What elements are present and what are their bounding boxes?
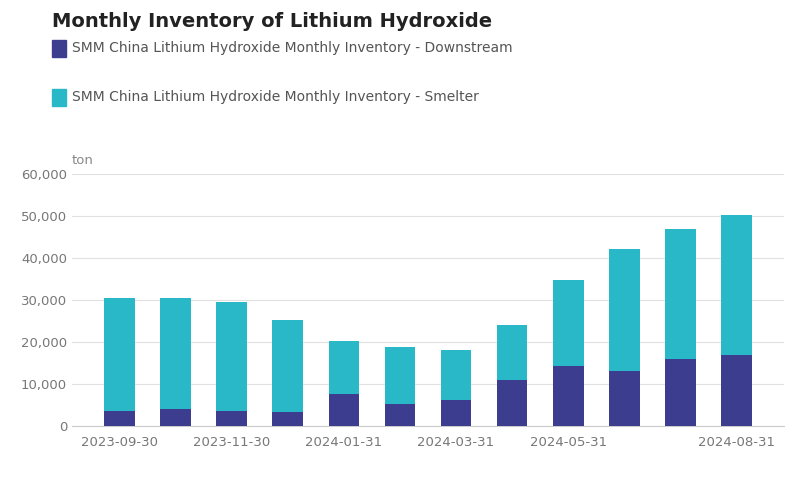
Bar — [665, 359, 695, 426]
Bar — [104, 411, 135, 426]
Bar — [553, 280, 583, 366]
Bar — [385, 347, 415, 404]
Bar — [273, 412, 303, 426]
Bar — [441, 350, 471, 400]
Bar — [104, 298, 135, 411]
Bar — [217, 411, 247, 426]
Text: SMM China Lithium Hydroxide Monthly Inventory - Smelter: SMM China Lithium Hydroxide Monthly Inve… — [72, 90, 479, 104]
Bar — [609, 371, 639, 426]
Bar — [217, 302, 247, 411]
Bar — [161, 298, 191, 409]
Text: SMM China Lithium Hydroxide Monthly Inventory - Downstream: SMM China Lithium Hydroxide Monthly Inve… — [72, 42, 513, 55]
Bar — [161, 409, 191, 426]
Bar — [665, 229, 695, 359]
Bar — [329, 394, 359, 426]
Bar — [721, 215, 752, 355]
Bar — [441, 400, 471, 426]
Bar — [497, 380, 527, 426]
Bar — [721, 355, 752, 426]
Text: Monthly Inventory of Lithium Hydroxide: Monthly Inventory of Lithium Hydroxide — [52, 12, 492, 31]
Bar — [497, 325, 527, 380]
Bar — [609, 249, 639, 371]
Bar — [385, 404, 415, 426]
Bar — [553, 366, 583, 426]
Text: ton: ton — [72, 154, 94, 167]
Bar — [273, 320, 303, 412]
Bar — [329, 341, 359, 394]
